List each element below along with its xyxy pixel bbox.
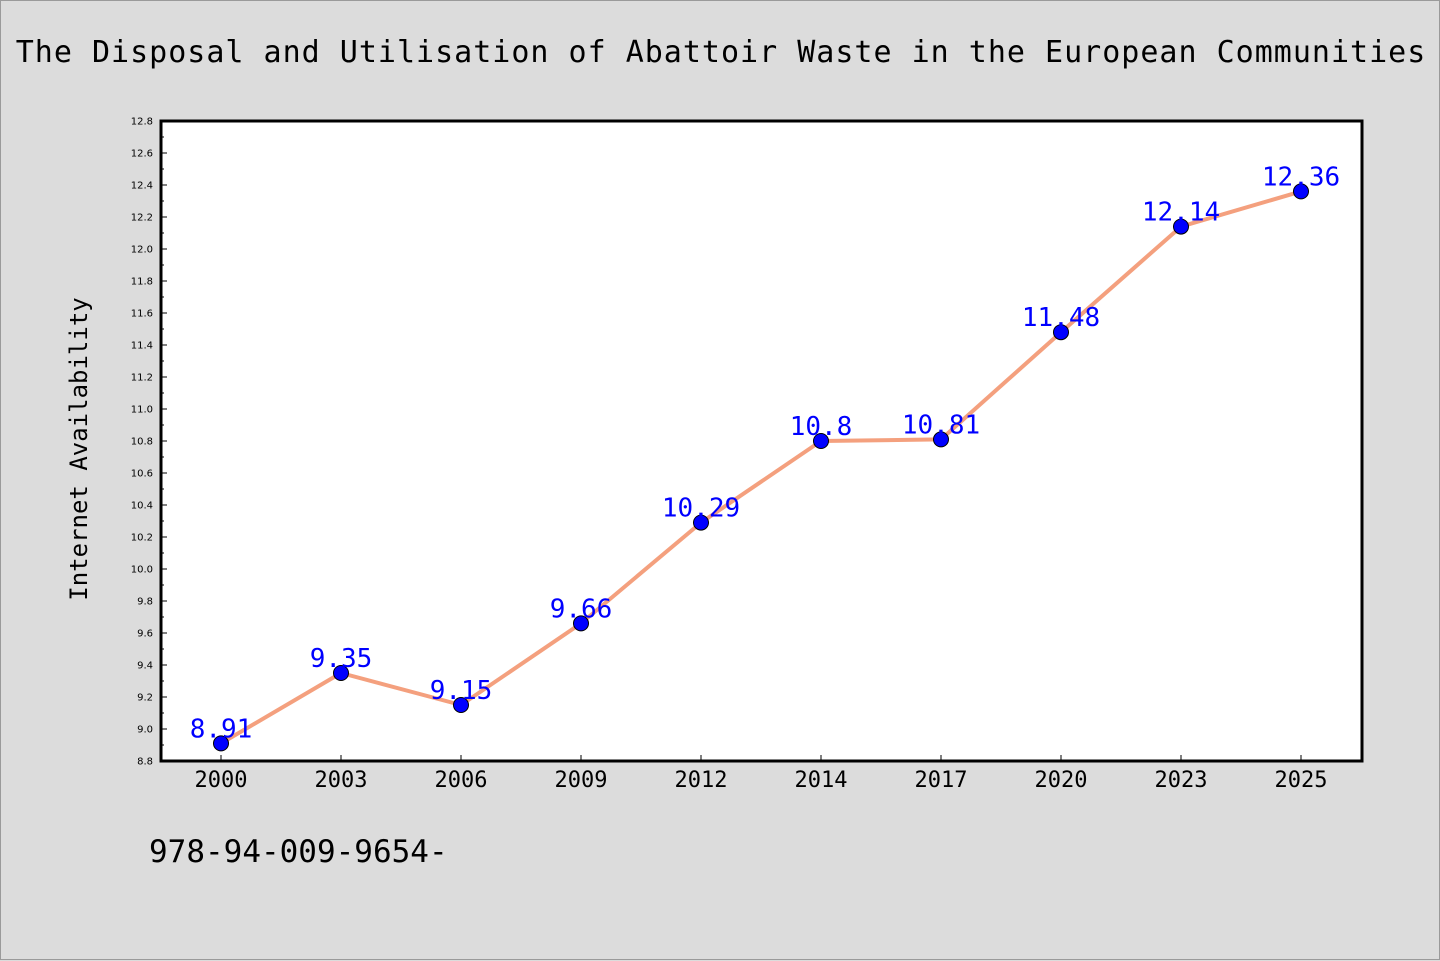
data-point-marker <box>933 431 949 448</box>
data-label: 9.66 <box>550 594 613 624</box>
y-tick-label: 10.8 <box>131 437 153 448</box>
y-tick-label: 12.4 <box>131 181 153 192</box>
y-tick-label: 9.8 <box>137 597 153 608</box>
data-label: 10.81 <box>902 410 980 440</box>
series-line <box>219 189 1303 746</box>
footer-isbn-text: 978-94-009-9654- <box>149 834 448 870</box>
data-point-marker <box>1293 183 1309 200</box>
y-tick-label: 12.0 <box>131 245 153 256</box>
data-point-marker <box>333 665 349 681</box>
data-label: 8.91 <box>190 714 253 744</box>
data-label: 9.15 <box>430 676 493 706</box>
y-tick-label: 9.0 <box>137 725 153 736</box>
x-tick-label: 2014 <box>795 768 848 793</box>
y-tick-label: 11.4 <box>131 341 153 352</box>
x-tick-label: 2020 <box>1035 768 1088 793</box>
y-tick-label: 11.2 <box>131 373 153 384</box>
y-tick-label: 11.6 <box>131 309 153 320</box>
y-tick-label: 12.8 <box>131 117 153 128</box>
y-tick-label: 11.0 <box>131 405 153 416</box>
y-tick-label: 10.0 <box>131 565 153 576</box>
y-tick-label: 9.4 <box>137 661 153 672</box>
y-tick-label: 9.2 <box>137 693 153 704</box>
x-tick-label: 2009 <box>555 768 608 793</box>
data-label: 11.48 <box>1022 303 1100 333</box>
y-tick-label: 11.8 <box>131 277 153 288</box>
y-tick-label: 10.4 <box>131 501 153 512</box>
x-tick-label: 2000 <box>195 768 248 793</box>
data-point-marker <box>1173 218 1189 235</box>
data-point-marker <box>213 735 229 752</box>
data-point-marker <box>693 514 709 531</box>
data-label: 10.29 <box>662 494 740 524</box>
plot-area <box>159 119 1364 763</box>
data-point-marker <box>573 615 589 632</box>
y-tick-label: 10.6 <box>131 469 153 480</box>
x-tick-label: 2003 <box>315 768 368 793</box>
y-tick-label: 9.6 <box>137 629 153 640</box>
x-tick-label: 2012 <box>675 768 728 793</box>
x-tick-label: 2006 <box>435 768 488 793</box>
chart-title: The Disposal and Utilisation of Abattoir… <box>15 35 1427 70</box>
data-label: 12.36 <box>1262 162 1340 192</box>
data-label: 10.8 <box>790 412 853 442</box>
x-tick-label: 2023 <box>1155 768 1208 793</box>
y-tick-label: 8.8 <box>137 757 153 768</box>
y-tick-label: 10.2 <box>131 533 153 544</box>
x-tick-label: 2017 <box>915 768 968 793</box>
y-tick-label: 12.6 <box>131 149 153 160</box>
y-axis-label: Internet Availability <box>65 297 93 600</box>
data-label: 9.35 <box>310 644 373 674</box>
x-tick-label: 2025 <box>1275 768 1328 793</box>
data-point-marker <box>813 433 829 449</box>
data-point-marker <box>1053 324 1069 341</box>
y-tick-label: 12.2 <box>131 213 153 224</box>
data-label: 12.14 <box>1142 198 1220 228</box>
data-point-marker <box>453 697 469 713</box>
